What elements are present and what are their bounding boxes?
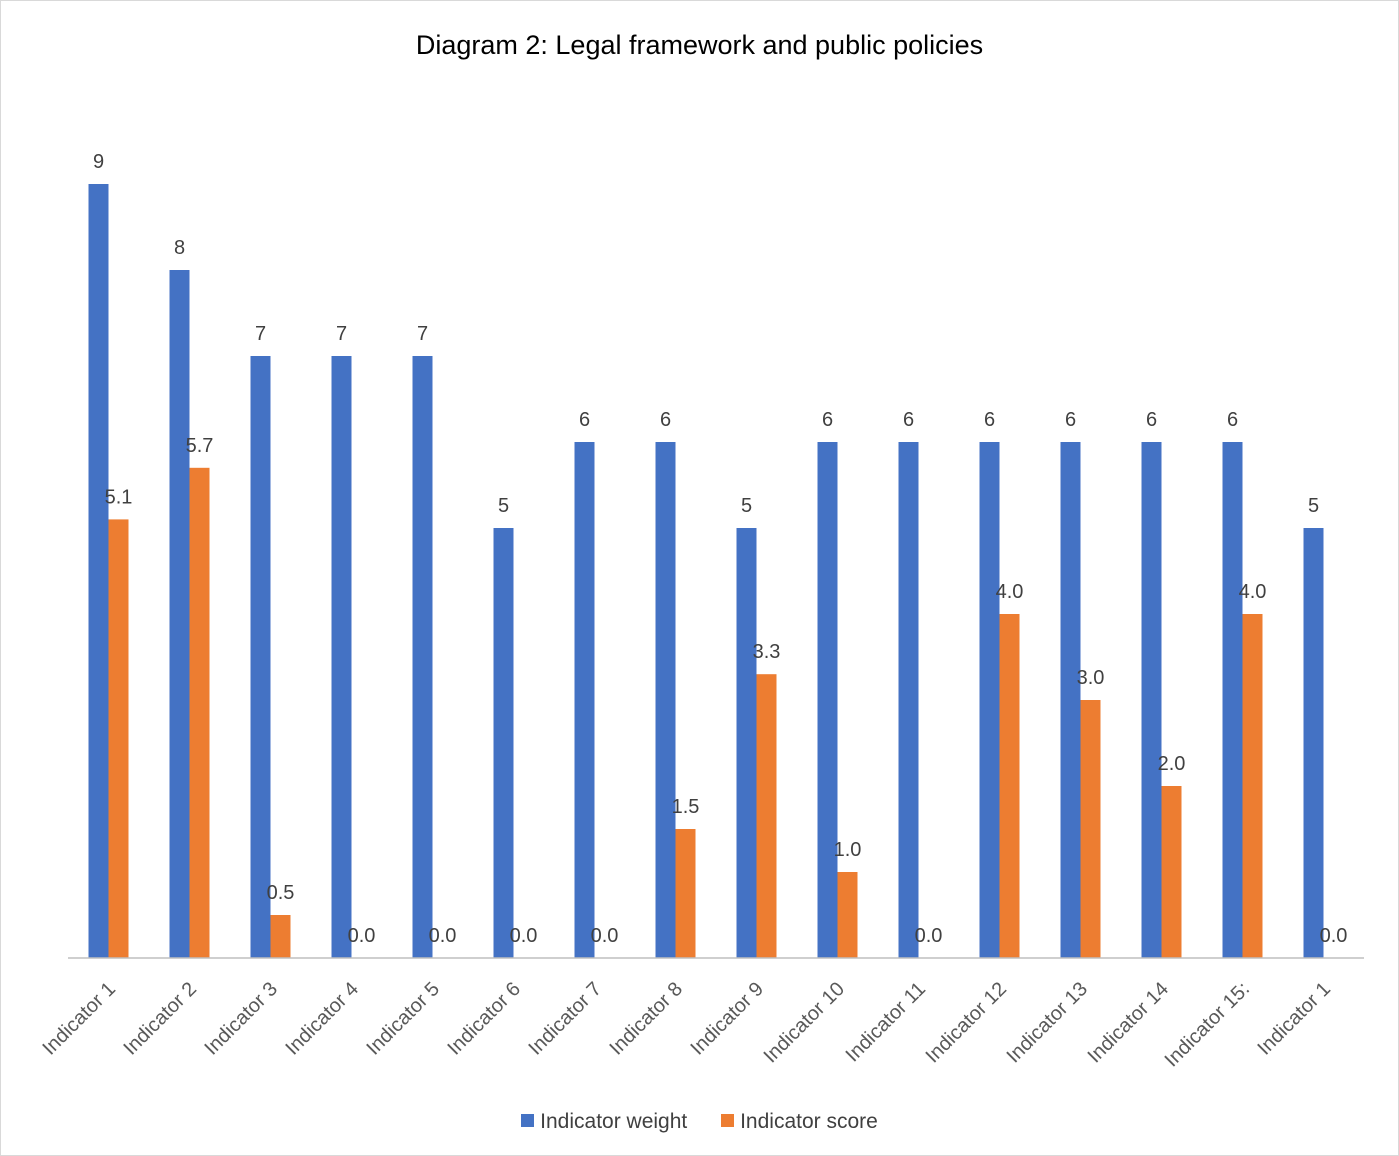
score-label-11: 0.0 <box>915 925 943 947</box>
score-bar-8 <box>675 829 696 958</box>
x-tick-label-1: Indicator 1 <box>38 978 120 1060</box>
bars-layer <box>88 184 1324 958</box>
weight-bar-16 <box>1303 528 1324 958</box>
score-bar-10 <box>837 872 858 958</box>
weight-label-1: 9 <box>93 151 104 173</box>
score-label-1: 5.1 <box>105 486 133 508</box>
weight-label-16: 5 <box>1308 495 1319 517</box>
score-label-5: 0.0 <box>429 925 457 947</box>
weight-bar-3 <box>250 356 271 958</box>
score-label-3: 0.5 <box>267 882 295 904</box>
score-bar-3 <box>270 915 291 958</box>
data-labels-layer: 9 5.1 8 5.7 7 0.5 7 0.0 7 0.0 5 0.0 6 0.0 6 1.5 5 3.3 6 1.0… <box>93 151 1347 947</box>
weight-label-11: 6 <box>903 409 914 431</box>
score-label-9: 3.3 <box>753 641 781 663</box>
x-tick-label-12: Indicator 12 <box>922 978 1011 1067</box>
legend-swatch-weight <box>521 1114 535 1128</box>
legend-item-score: Indicator score <box>721 1110 878 1134</box>
weight-bar-6 <box>493 528 514 958</box>
score-label-15: 4.0 <box>1239 581 1267 603</box>
weight-bar-8 <box>655 442 676 958</box>
x-tick-label-8: Indicator 8 <box>605 978 687 1060</box>
score-label-4: 0.0 <box>348 925 376 947</box>
score-bar-15 <box>1242 614 1263 958</box>
score-label-6: 0.0 <box>510 925 538 947</box>
weight-bar-4 <box>331 356 352 958</box>
legend: Indicator weight Indicator score <box>0 1110 1399 1134</box>
weight-bar-11 <box>898 442 919 958</box>
score-label-12: 4.0 <box>996 581 1024 603</box>
score-bar-1 <box>108 519 129 958</box>
score-bar-12 <box>999 614 1020 958</box>
weight-label-3: 7 <box>255 323 266 345</box>
score-label-8: 1.5 <box>672 796 700 818</box>
weight-bar-9 <box>736 528 757 958</box>
weight-label-9: 5 <box>741 495 752 517</box>
weight-label-6: 5 <box>498 495 509 517</box>
weight-label-10: 6 <box>822 409 833 431</box>
x-tick-label-6: Indicator 6 <box>443 978 525 1060</box>
score-bar-14 <box>1161 786 1182 958</box>
legend-label-score: Indicator score <box>740 1110 878 1134</box>
weight-label-14: 6 <box>1146 409 1157 431</box>
weight-bar-12 <box>979 442 1000 958</box>
x-tick-label-13: Indicator 13 <box>1003 978 1092 1067</box>
weight-label-7: 6 <box>579 409 590 431</box>
x-tick-label-10: Indicator 10 <box>760 978 849 1067</box>
chart-title: Diagram 2: Legal framework and public po… <box>415 30 984 60</box>
x-tick-label-9: Indicator 9 <box>686 978 768 1060</box>
x-tick-label-4: Indicator 4 <box>281 978 363 1060</box>
score-label-7: 0.0 <box>591 925 619 947</box>
legend-swatch-score <box>721 1114 735 1128</box>
x-tick-label-5: Indicator 5 <box>362 978 444 1060</box>
weight-label-12: 6 <box>984 409 995 431</box>
x-tick-label-14: Indicator 14 <box>1084 978 1173 1067</box>
weight-label-8: 6 <box>660 409 671 431</box>
weight-label-2: 8 <box>174 237 185 259</box>
score-bar-9 <box>756 674 777 958</box>
weight-bar-10 <box>817 442 838 958</box>
legend-item-weight: Indicator weight <box>521 1110 687 1134</box>
x-tick-label-16: Indicator 1 <box>1253 978 1335 1060</box>
weight-label-5: 7 <box>417 323 428 345</box>
weight-bar-2 <box>169 270 190 958</box>
weight-bar-13 <box>1060 442 1081 958</box>
x-tick-label-11: Indicator 11 <box>842 978 930 1066</box>
weight-bar-5 <box>412 356 433 958</box>
x-tick-label-7: Indicator 7 <box>524 978 606 1060</box>
x-tick-label-2: Indicator 2 <box>119 978 201 1060</box>
x-tick-label-3: Indicator 3 <box>200 978 282 1060</box>
weight-bar-7 <box>574 442 595 958</box>
weight-bar-14 <box>1141 442 1162 958</box>
score-bar-2 <box>189 467 210 958</box>
score-label-16: 0.0 <box>1320 925 1348 947</box>
weight-label-13: 6 <box>1065 409 1076 431</box>
weight-bar-15 <box>1222 442 1243 958</box>
weight-label-15: 6 <box>1227 409 1238 431</box>
legend-label-weight: Indicator weight <box>540 1110 688 1134</box>
weight-label-4: 7 <box>336 323 347 345</box>
score-bar-13 <box>1080 700 1101 958</box>
x-tick-label-15: Indicator 15: <box>1161 978 1254 1071</box>
score-label-14: 2.0 <box>1158 753 1186 775</box>
score-label-13: 3.0 <box>1077 667 1105 689</box>
score-label-10: 1.0 <box>834 839 862 861</box>
weight-bar-1 <box>88 184 109 958</box>
x-tick-labels-layer: Indicator 1 Indicator 2 Indicator 3 Indicat… <box>38 978 1335 1071</box>
score-label-2: 5.7 <box>186 435 214 457</box>
